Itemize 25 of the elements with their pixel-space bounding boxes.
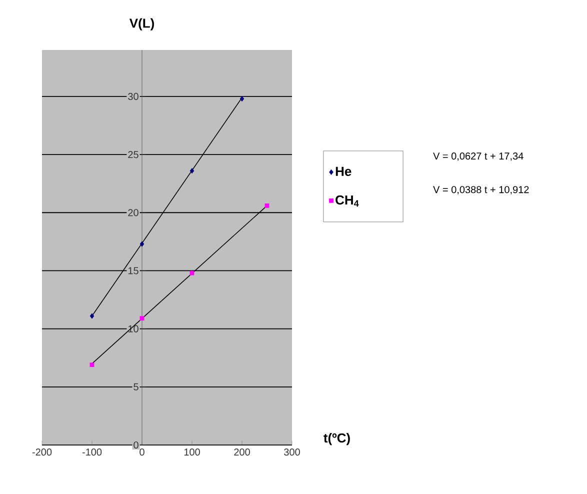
y-tick-label: 30 bbox=[128, 92, 138, 100]
x-tick-label: 0 bbox=[140, 448, 144, 456]
point bbox=[90, 362, 94, 368]
point bbox=[90, 313, 94, 319]
y-tick-label: 0 bbox=[134, 441, 138, 449]
text: V = 0,0627 t + 17,34 bbox=[433, 152, 524, 161]
legend-label: CH$_{4}$ bbox=[336, 195, 359, 207]
y-tick-label: 5 bbox=[134, 383, 138, 390]
y-tick-label: 15 bbox=[128, 267, 138, 274]
point bbox=[140, 316, 144, 321]
x-axis-title: t(ºC) bbox=[324, 432, 350, 446]
y-axis-title: V(L) bbox=[129, 18, 154, 30]
y-tick-label: 20 bbox=[128, 209, 138, 216]
text: V = 0,0388 t + 10,912 bbox=[433, 186, 529, 194]
point bbox=[190, 168, 194, 174]
x-tick-label: 200 bbox=[234, 448, 250, 456]
point bbox=[264, 203, 270, 208]
legend-label: He bbox=[336, 166, 352, 176]
x-tick-label: 300 bbox=[284, 448, 300, 456]
y-tick-label: 25 bbox=[128, 151, 138, 158]
point bbox=[140, 241, 144, 247]
point bbox=[240, 96, 244, 102]
x-tick-label: -200 bbox=[32, 448, 52, 456]
x-tick-label: -100 bbox=[82, 448, 102, 456]
x-tick-label: 100 bbox=[184, 448, 200, 456]
